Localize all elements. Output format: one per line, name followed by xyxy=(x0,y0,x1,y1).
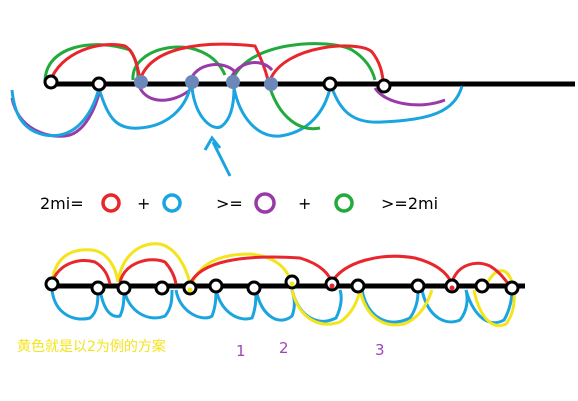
blue-circle-icon xyxy=(162,193,182,213)
top-purple-arc xyxy=(138,87,191,102)
bottom-yellow-arc xyxy=(486,269,514,283)
caption-text: 黄色就是以2为例的方案 xyxy=(17,338,166,355)
bottom-yellow-arc xyxy=(472,289,516,327)
bottom-yellow-arc xyxy=(358,289,434,327)
label-number-1: 1 xyxy=(236,342,246,360)
top-gray-dot xyxy=(226,75,240,89)
bottom-yellow-arc xyxy=(116,242,192,285)
top-green-arc xyxy=(131,45,227,81)
bottom-blue-arc xyxy=(122,289,174,320)
top-blue-arrow-head xyxy=(203,135,222,151)
bottom-blue-arc xyxy=(214,289,258,321)
bottom-yellow-arc xyxy=(50,248,120,283)
top-blue-arc xyxy=(330,85,464,124)
bottom-red-dot xyxy=(329,283,335,289)
purple-circle-icon xyxy=(254,192,276,214)
top-green-arc xyxy=(43,43,140,83)
bottom-node xyxy=(44,276,60,292)
top-gray-dot xyxy=(264,77,278,91)
top-node xyxy=(43,74,59,90)
equation-rhs: >=2mi xyxy=(381,194,438,213)
bottom-node xyxy=(410,278,426,294)
bottom-node xyxy=(350,278,366,294)
bottom-node xyxy=(154,280,170,296)
bottom-red-arc xyxy=(188,255,334,285)
top-red-arc xyxy=(48,43,142,83)
top-blue-arc xyxy=(268,87,321,131)
top-diagram xyxy=(10,42,575,177)
equation-ge-1: >= xyxy=(216,194,243,213)
bottom-node xyxy=(116,280,132,296)
bottom-blue-arc xyxy=(464,289,514,325)
bottom-blue-arc xyxy=(174,289,218,320)
bottom-yellow-dot xyxy=(187,287,193,293)
equation-lhs: 2mi= xyxy=(40,194,84,213)
top-purple-arc xyxy=(373,87,446,107)
bottom-blue-arc xyxy=(50,289,100,321)
top-blue-arc xyxy=(190,87,236,129)
green-circle-icon xyxy=(334,193,354,213)
bottom-diagram xyxy=(44,242,525,327)
bottom-blue-arc xyxy=(360,289,420,324)
bottom-node xyxy=(90,280,106,296)
bottom-red-arc xyxy=(50,259,112,285)
top-purple-arc xyxy=(10,89,102,138)
top-blue-arrow xyxy=(211,141,232,177)
top-node xyxy=(322,76,338,92)
red-circle-icon xyxy=(101,193,121,213)
top-gray-dot xyxy=(134,75,148,89)
equation-plus-1: + xyxy=(137,194,150,213)
bottom-blue-arc xyxy=(254,289,296,322)
bottom-yellow-dot xyxy=(289,281,295,287)
bottom-node xyxy=(246,280,262,296)
top-blue-arc xyxy=(97,87,192,130)
top-blue-arc xyxy=(232,87,332,138)
label-number-3: 3 xyxy=(375,341,385,359)
top-blue-arc xyxy=(10,87,101,138)
bottom-red-arc xyxy=(118,258,178,285)
bottom-red-dot xyxy=(449,285,455,291)
top-node xyxy=(376,78,392,94)
top-red-arc xyxy=(138,42,270,81)
top-red-arc xyxy=(268,44,385,81)
top-node xyxy=(91,76,107,92)
bottom-node xyxy=(474,278,490,294)
bottom-blue-arc xyxy=(98,289,126,318)
bottom-yellow-arc xyxy=(290,289,362,326)
bottom-red-arc xyxy=(330,254,454,285)
bottom-node xyxy=(504,280,520,296)
label-number-2: 2 xyxy=(279,339,289,357)
top-gray-dot xyxy=(185,75,199,89)
bottom-node xyxy=(208,278,224,294)
bottom-red-arc xyxy=(450,261,512,287)
equation-plus-2: + xyxy=(298,194,311,213)
equation-row: 2mi= + >= + >=2mi xyxy=(40,192,438,214)
